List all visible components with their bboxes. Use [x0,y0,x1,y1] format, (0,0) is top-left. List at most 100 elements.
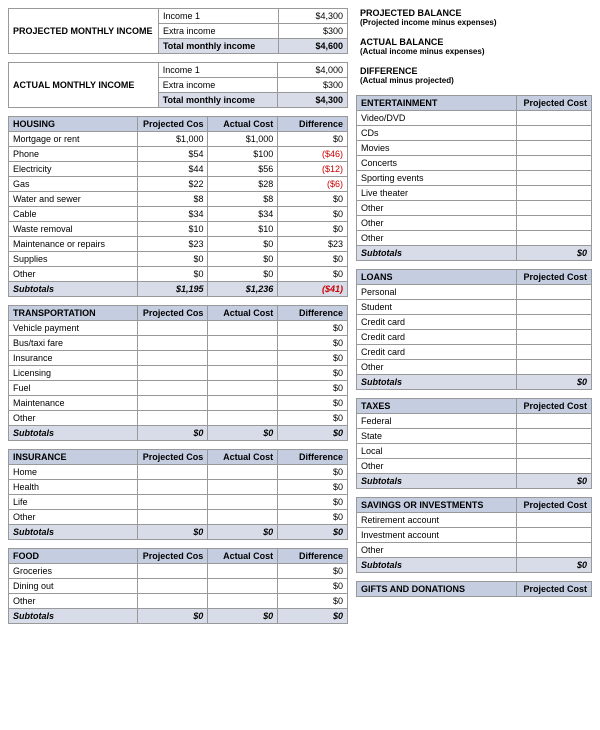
row-proj [138,396,208,411]
category-table: LOANSProjected CostPersonalStudentCredit… [356,269,592,390]
table-row: Credit card [357,330,592,345]
subtotal-label: Subtotals [9,525,138,540]
actual-income-table: ACTUAL MONTHLY INCOME Income 1 $4,000 Ex… [8,62,348,108]
row-proj [138,495,208,510]
row-proj [517,543,592,558]
col-header: Projected Cost [517,270,592,285]
col-header: Projected Cos [138,549,208,564]
col-header: Projected Cost [517,399,592,414]
col-header: Actual Cost [208,306,278,321]
subtotal-row: Subtotals$0 [357,246,592,261]
table-row: Maintenance or repairs$23$0$23 [9,237,348,252]
row-label: Other [357,543,517,558]
row-label: Gas [9,177,138,192]
table-row: Other [357,201,592,216]
table-row: Other$0$0$0 [9,267,348,282]
table-row: Vehicle payment$0 [9,321,348,336]
row-label: Credit card [357,345,517,360]
row-proj [517,315,592,330]
row-diff: ($12) [278,162,348,177]
table-row: Movies [357,141,592,156]
row-label: CDs [357,126,517,141]
row-diff: $0 [278,381,348,396]
row-proj [517,459,592,474]
row-label: Groceries [9,564,138,579]
income-row-value: $300 [278,24,347,39]
row-label: Investment account [357,528,517,543]
row-proj [517,231,592,246]
row-diff: $0 [278,465,348,480]
row-label: Electricity [9,162,138,177]
row-label: Concerts [357,156,517,171]
row-label: Mortgage or rent [9,132,138,147]
row-label: Sporting events [357,171,517,186]
row-proj [138,366,208,381]
subtotal-row: Subtotals$0$0$0 [9,609,348,624]
row-proj [517,429,592,444]
table-row: Health$0 [9,480,348,495]
category-name: LOANS [357,270,517,285]
income-row-name: Income 1 [158,63,278,78]
income-row-name: Income 1 [158,9,278,24]
category-table: SAVINGS OR INVESTMENTSProjected CostReti… [356,497,592,573]
subtotal-row: Subtotals$0 [357,375,592,390]
row-proj [517,360,592,375]
row-label: Other [357,459,517,474]
row-proj [138,510,208,525]
category-name: INSURANCE [9,450,138,465]
row-label: State [357,429,517,444]
row-diff: $0 [278,351,348,366]
table-row: Home$0 [9,465,348,480]
row-label: Credit card [357,315,517,330]
row-proj [138,336,208,351]
category-table: TAXESProjected CostFederalStateLocalOthe… [356,398,592,489]
row-act [208,465,278,480]
subtotal-proj: $0 [138,426,208,441]
col-header: Projected Cost [517,498,592,513]
table-row: Groceries$0 [9,564,348,579]
row-act [208,396,278,411]
row-act: $56 [208,162,278,177]
subtotal-proj: $0 [517,558,592,573]
row-diff: $0 [278,336,348,351]
row-act [208,381,278,396]
row-act: $28 [208,177,278,192]
balance-block: PROJECTED BALANCE(Projected income minus… [356,8,592,27]
table-row: Credit card [357,345,592,360]
row-label: Life [9,495,138,510]
table-row: Cable$34$34$0 [9,207,348,222]
table-row: Sporting events [357,171,592,186]
projected-income-table: PROJECTED MONTHLY INCOME Income 1 $4,300… [8,8,348,54]
row-proj [138,321,208,336]
category-table: HOUSINGProjected CosActual CostDifferenc… [8,116,348,297]
income-row-name: Extra income [158,78,278,93]
row-label: Maintenance [9,396,138,411]
row-label: Other [9,510,138,525]
category-table: GIFTS AND DONATIONSProjected Cost [356,581,592,597]
table-row: Dining out$0 [9,579,348,594]
subtotal-row: Subtotals$0 [357,558,592,573]
left-categories: HOUSINGProjected CosActual CostDifferenc… [8,116,348,624]
row-label: Other [9,594,138,609]
table-row: Maintenance$0 [9,396,348,411]
row-proj [517,186,592,201]
subtotal-row: Subtotals$1,195$1,236($41) [9,282,348,297]
row-label: Vehicle payment [9,321,138,336]
row-label: Retirement account [357,513,517,528]
row-act [208,321,278,336]
table-row: State [357,429,592,444]
income-total-label: Total monthly income [158,93,278,108]
row-act [208,411,278,426]
balance-subtitle: (Projected income minus expenses) [360,18,592,27]
row-proj: $54 [138,147,208,162]
subtotal-diff: $0 [278,525,348,540]
category-name: SAVINGS OR INVESTMENTS [357,498,517,513]
row-label: Movies [357,141,517,156]
income-row-value: $4,300 [278,9,347,24]
row-label: Supplies [9,252,138,267]
col-header: Actual Cost [208,450,278,465]
row-proj [138,411,208,426]
table-row: Waste removal$10$10$0 [9,222,348,237]
subtotal-act: $0 [208,525,278,540]
row-proj: $0 [138,252,208,267]
